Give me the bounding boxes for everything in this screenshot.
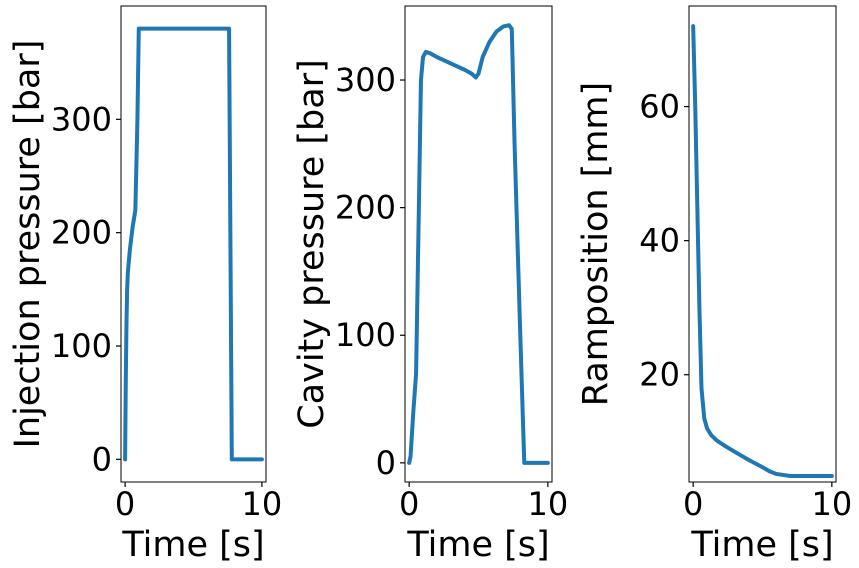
series-line-ramposition — [691, 24, 834, 478]
x-tick-label: 0 — [115, 485, 135, 523]
y-tick-label: 300 — [335, 61, 396, 99]
x-axis-label: Time [s] — [690, 525, 833, 565]
chart-panel-ramposition: 0 10 20 40 60 Time [s] Ramposition [mm] — [576, 5, 852, 565]
plot-frame-cavity — [404, 5, 553, 483]
y-axis-label: Cavity pressure [bar] — [292, 59, 332, 429]
x-axis-label: Time [s] — [406, 525, 549, 565]
x-tick-label: 0 — [683, 485, 703, 523]
y-tick-label: 200 — [335, 189, 396, 227]
series-line-injection — [123, 26, 264, 462]
x-tick-label: 10 — [242, 485, 283, 523]
plot-frame-injection — [120, 5, 267, 483]
x-tick-label: 0 — [399, 485, 419, 523]
y-tick-label: 100 — [51, 327, 112, 365]
y-tick-label: 60 — [639, 88, 680, 126]
y-axis-label: Injection pressure [bar] — [8, 40, 48, 449]
y-axis-label: Ramposition [mm] — [576, 82, 616, 406]
plot-frame-ramposition — [688, 5, 837, 483]
y-tick-label: 0 — [92, 440, 112, 478]
x-tick-label: 10 — [527, 485, 568, 523]
y-tick-label: 40 — [639, 222, 680, 260]
x-tick-label: 10 — [811, 485, 852, 523]
y-tick-label: 100 — [335, 316, 396, 354]
series-line-cavity — [407, 23, 550, 465]
y-tick-label: 20 — [639, 356, 680, 394]
y-tick-label: 0 — [376, 444, 396, 482]
x-axis-label: Time [s] — [121, 525, 264, 565]
y-tick-label: 200 — [51, 214, 112, 252]
y-tick-label: 300 — [51, 100, 112, 138]
